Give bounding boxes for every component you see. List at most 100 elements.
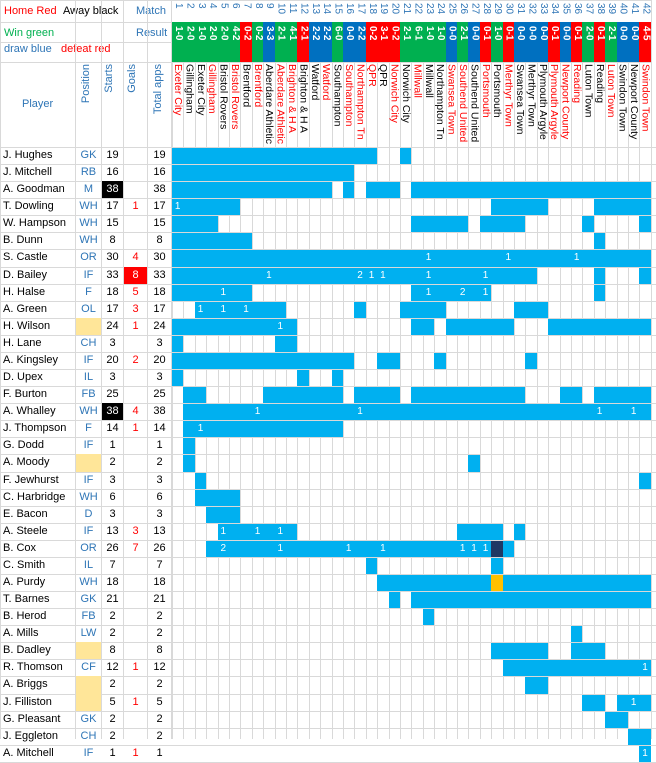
player-total-apps: 15 (153, 217, 166, 230)
match-result: 0-2 (389, 26, 401, 41)
legend-draw: draw blue (4, 43, 52, 55)
appearance-cell (536, 677, 549, 694)
appearance-cell (331, 250, 343, 267)
appearance-cell: 1 (422, 284, 435, 301)
appearance-cell (297, 267, 309, 284)
match-number: 24 (435, 3, 447, 15)
match-result: 2-1 (275, 26, 287, 41)
player-total-apps: 13 (153, 524, 166, 537)
match-number: 15 (332, 3, 344, 15)
appearance-cell (206, 404, 218, 421)
player-name: J. Thompson (3, 422, 67, 435)
player-name: A. Green (3, 302, 48, 315)
opponent-name: Brighton & H A (286, 64, 298, 133)
grid-vline (123, 0, 124, 739)
match-number: 18 (366, 3, 378, 15)
appearance-cell (297, 540, 309, 557)
appearance-cell (229, 489, 241, 506)
opponent-name: Millwall (411, 64, 423, 98)
player-position: M (83, 183, 94, 196)
appearance-cell (457, 182, 469, 199)
appearance-cell (468, 387, 480, 404)
opponent-name: QPR (365, 64, 378, 87)
appearance-cell (388, 592, 400, 609)
appearance-cell (639, 592, 651, 609)
player-name: A. Purdy (3, 576, 46, 588)
appearance-cell (502, 199, 514, 216)
opponent-name: Portsmouth (491, 64, 503, 118)
opponent-cell: Portsmouth (491, 62, 502, 146)
appearance-cell (502, 216, 514, 233)
match-number: 11 (287, 3, 298, 14)
match-result: 0-0 (537, 26, 549, 41)
opponent-cell: Norwich City (389, 62, 400, 146)
legend-win: Win green (4, 27, 55, 39)
appearance-cell (491, 523, 503, 540)
appearance-cell: 1 (468, 540, 480, 557)
appearance-cell (400, 267, 412, 284)
grid-hline (0, 522, 656, 524)
player-name: J. Mitchell (3, 166, 52, 179)
appearance-cell (502, 540, 514, 557)
opponent-cell: Brentford (252, 62, 263, 146)
appearance-cell (274, 335, 286, 352)
appearance-cell (274, 387, 286, 404)
appearance-cell (194, 148, 207, 165)
table-row: A. Kingsley IF 20 2 20 (0, 352, 656, 370)
match-number: 39 (606, 3, 618, 15)
player-name: T. Barnes (3, 593, 50, 606)
appearance-cell (514, 523, 526, 540)
player-total-apps: 21 (153, 593, 166, 606)
appearance-cell (183, 284, 195, 301)
appearance-cell (343, 148, 355, 165)
appearance-cell (308, 540, 321, 557)
appearance-cell (229, 352, 241, 370)
appearance-cell (525, 352, 537, 370)
opponent-name: Plymouth Argyle (548, 64, 560, 140)
appearance-cell (251, 182, 264, 199)
player-total-apps: 25 (153, 388, 166, 401)
opponent-name: Newport County (628, 64, 640, 140)
appearance-cell (308, 404, 321, 421)
appearance-cell (422, 182, 435, 199)
player-total-apps: 7 (156, 558, 163, 571)
match-result: 0-1 (594, 26, 606, 41)
player-name: A. Moody (3, 456, 50, 469)
match-number-cell: 27 (468, 1, 480, 22)
opponent-cell: Plymouth Argyle (548, 62, 559, 146)
player-starts: 3 (109, 371, 116, 384)
appearance-cell (331, 404, 343, 421)
opponent-cell: Southampton (332, 62, 343, 146)
appearance-cell (502, 575, 514, 592)
opponent-name: Northampton Tn (354, 64, 366, 140)
opponent-cell: Swindon Town (639, 62, 650, 146)
appearance-cell (593, 233, 606, 250)
appearance-cell (172, 335, 184, 352)
player-name: J. Filliston (3, 695, 52, 708)
opponent-cell: Luton Town (582, 62, 593, 146)
appearance-cell (525, 301, 537, 318)
table-row: A. Mills LW 2 2 (0, 625, 656, 643)
appearance-cell: 1 (251, 523, 264, 540)
match-number: 7 (241, 3, 253, 9)
appearance-cell (320, 352, 332, 370)
player-starts: 25 (106, 388, 119, 401)
grid-hline (0, 471, 656, 473)
opponent-cell: Plymouth Argyle (537, 62, 548, 146)
match-number-cell: 21 (400, 1, 412, 22)
appearance-cell (582, 182, 594, 199)
match-number-cell: 18 (365, 1, 378, 22)
appearance-cell (491, 318, 503, 335)
player-name: G. Dodd (3, 439, 44, 452)
player-position: IF (83, 524, 94, 537)
appearance-cell (559, 387, 571, 404)
grid-hline (0, 215, 656, 217)
player-position: GK (80, 712, 97, 725)
appearance-cell: 1 (479, 267, 492, 284)
player-position: WH (79, 234, 98, 247)
appearance-cell (354, 540, 366, 557)
appearance-cell (525, 592, 537, 609)
appearance-cell (320, 165, 332, 182)
grid-hline (0, 232, 656, 234)
appearance-cell: 1 (593, 404, 606, 421)
